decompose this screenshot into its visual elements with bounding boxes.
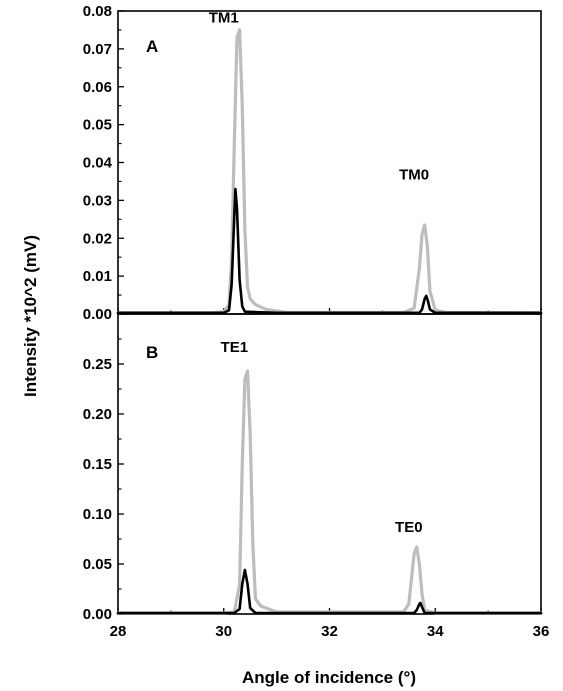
panel-a-y-tick-label: 0.02 xyxy=(83,230,112,247)
panel-b-x-tick-label: 30 xyxy=(215,623,232,640)
panel-a: 0.00 0.01 0.02 0.03 0.04 0.05 0.06 0.07 0.08 TM1 T… xyxy=(83,3,543,323)
panel-a-series-line-2 xyxy=(116,187,543,315)
panel-b-y-tick-label: 0.05 xyxy=(83,556,112,573)
panel-a-peak-label: TM0 xyxy=(399,167,429,184)
panel-b-series-line-1 xyxy=(116,369,543,615)
panel-b-series-line-2 xyxy=(116,568,543,615)
panel-b-y-tick-label: 0.15 xyxy=(83,456,112,473)
panel-b-frame xyxy=(117,313,542,615)
panel-b: 0.00 0.05 0.10 0.15 0.20 0.25 28 30 32 34 36 TE1 TE0… xyxy=(83,313,550,640)
panel-a-peak-label: TM1 xyxy=(209,9,239,26)
panel-a-y-tick-label: 0.05 xyxy=(83,117,112,134)
panel-b-letter: B xyxy=(146,343,158,362)
panel-a-y-tick-label: 0.03 xyxy=(83,192,112,209)
panel-a-frame xyxy=(117,10,542,315)
panel-a-letter: A xyxy=(146,37,158,56)
panel-a-y-tick-label: 0.00 xyxy=(83,306,112,323)
x-axis-title: Angle of incidence (°) xyxy=(242,668,416,687)
panel-a-y-tick-label: 0.01 xyxy=(83,268,112,285)
panel-b-x-tick-label: 32 xyxy=(321,623,338,640)
panel-b-y-tick-label: 0.00 xyxy=(83,606,112,623)
panel-b-peak-label: TE0 xyxy=(395,519,423,536)
panel-b-x-tick-label: 28 xyxy=(110,623,127,640)
panel-b-peak-label: TE1 xyxy=(221,339,249,356)
panel-a-y-tick-label: 0.07 xyxy=(83,41,112,58)
panel-b-x-tick-label: 34 xyxy=(427,623,444,640)
panel-b-y-tick-label: 0.20 xyxy=(83,406,112,423)
panel-b-y-tick-label: 0.10 xyxy=(83,506,112,523)
panel-a-series-line-1 xyxy=(116,28,543,315)
y-axis-title: Intensity *10^2 (mV) xyxy=(21,235,40,397)
panel-b-x-tick-label: 36 xyxy=(533,623,550,640)
panel-a-y-tick-label: 0.08 xyxy=(83,3,112,20)
panel-a-y-tick-label: 0.04 xyxy=(83,155,113,172)
panel-b-y-tick-label: 0.25 xyxy=(83,356,112,373)
panel-a-y-tick-label: 0.06 xyxy=(83,79,112,96)
